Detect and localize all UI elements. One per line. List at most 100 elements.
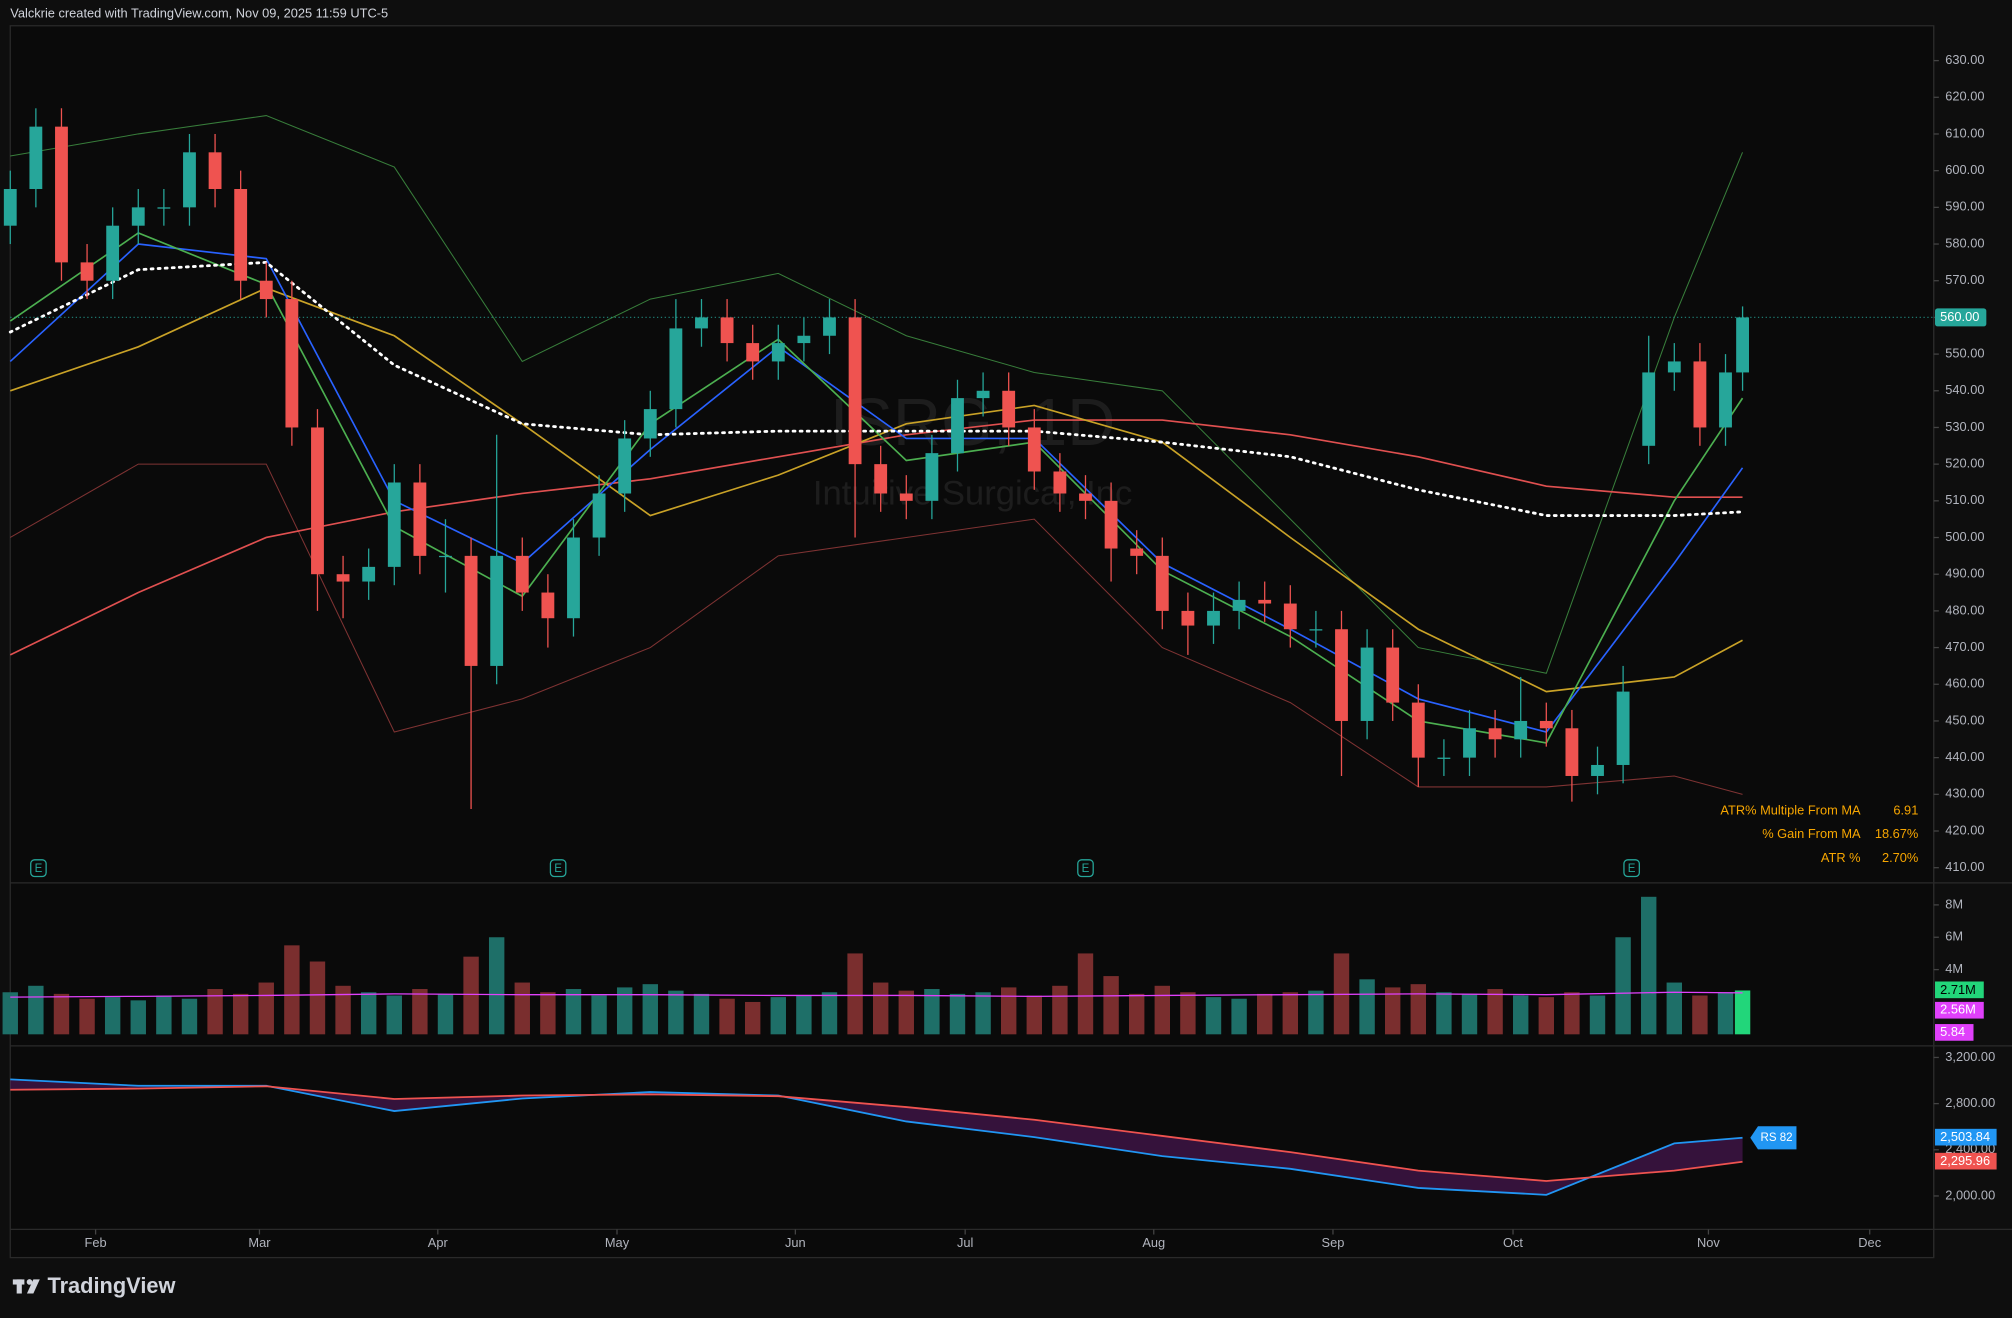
candle-body bbox=[1693, 361, 1707, 428]
y-tick-label: 620.00 bbox=[1945, 89, 1984, 104]
candle-body bbox=[951, 398, 964, 454]
x-tick-label: Nov bbox=[1697, 1235, 1720, 1250]
indicator-line bbox=[9, 243, 1744, 733]
y-tick-label: 440.00 bbox=[1945, 749, 1984, 764]
candle-body bbox=[183, 152, 196, 208]
last-price-label: 560.00 bbox=[1940, 309, 1979, 324]
stat-label: % Gain From MA bbox=[1762, 826, 1861, 841]
plot-area bbox=[9, 25, 1935, 1259]
earnings-marker bbox=[549, 859, 567, 878]
candle-body bbox=[1335, 629, 1348, 721]
volume-bar bbox=[975, 992, 991, 1035]
volume-bar bbox=[104, 997, 121, 1035]
volume-bar bbox=[1436, 992, 1452, 1035]
header: Valckrie created with TradingView.com, N… bbox=[10, 6, 388, 21]
candle-body bbox=[1565, 728, 1579, 776]
y-tick-label: 470.00 bbox=[1945, 639, 1984, 654]
x-tick-label: Sep bbox=[1322, 1235, 1345, 1250]
volume-bar bbox=[821, 992, 838, 1035]
volume-bar bbox=[642, 984, 658, 1035]
y-tick-label: 460.00 bbox=[1945, 676, 1984, 691]
candle-body bbox=[157, 207, 171, 209]
candle-body bbox=[259, 280, 273, 300]
volume-ma-label: 2.56M bbox=[1940, 1002, 1976, 1017]
volume-bar bbox=[488, 937, 505, 1035]
candle-body bbox=[1642, 372, 1656, 446]
rs-last-box bbox=[1935, 1128, 1997, 1146]
volume-bar bbox=[1180, 992, 1196, 1035]
volume-bar bbox=[514, 982, 530, 1035]
volume-bar bbox=[1385, 987, 1401, 1035]
x-tick-label: Feb bbox=[85, 1235, 107, 1250]
candle-body bbox=[1027, 427, 1041, 472]
rs-fill bbox=[10, 1079, 1743, 1195]
candle-body bbox=[515, 555, 529, 593]
earnings-label: E bbox=[1628, 863, 1636, 875]
y-tick-label: 6M bbox=[1945, 929, 1963, 944]
brand-logo bbox=[12, 1279, 40, 1294]
candle-body bbox=[1411, 702, 1425, 758]
volume-bar bbox=[1282, 992, 1298, 1035]
candle-body bbox=[1667, 361, 1681, 373]
volume-bar bbox=[1154, 985, 1170, 1035]
stat-value: 6.91 bbox=[1893, 802, 1918, 817]
y-tick-label: 510.00 bbox=[1945, 492, 1984, 507]
candle-body bbox=[1309, 629, 1323, 631]
volume-bar bbox=[1513, 995, 1529, 1035]
candle-body bbox=[464, 555, 478, 666]
x-tick-label: Aug bbox=[1142, 1235, 1165, 1250]
y-tick-label: 530.00 bbox=[1945, 419, 1984, 434]
volume-bar bbox=[1308, 990, 1324, 1035]
y-tick-label: 8M bbox=[1945, 896, 1963, 911]
y-tick-label: 500.00 bbox=[1945, 529, 1984, 544]
y-tick-label: 410.00 bbox=[1945, 859, 1984, 874]
volume-bar bbox=[591, 995, 607, 1035]
x-tick-label: Jun bbox=[785, 1235, 806, 1250]
candle-body bbox=[720, 317, 734, 344]
volume-bar bbox=[360, 992, 377, 1035]
volume-bar bbox=[258, 982, 274, 1035]
candle-body bbox=[106, 225, 120, 281]
y-tick-label: 580.00 bbox=[1945, 235, 1984, 250]
volume-bar bbox=[386, 995, 402, 1035]
volume-bar bbox=[1564, 992, 1580, 1035]
x-tick-label: Apr bbox=[428, 1235, 449, 1250]
volume-bar bbox=[1103, 976, 1119, 1035]
candle-body bbox=[131, 207, 145, 226]
volume-bar bbox=[719, 998, 735, 1035]
volume-bar bbox=[1641, 896, 1657, 1035]
candle-body bbox=[592, 493, 606, 538]
candle-body bbox=[823, 317, 836, 336]
stat-value: 18.67% bbox=[1875, 826, 1919, 841]
indicator-line bbox=[10, 115, 1744, 674]
candle-body bbox=[234, 189, 248, 281]
candle-body bbox=[567, 537, 580, 619]
stat-value: 2.70% bbox=[1882, 850, 1918, 865]
candle-body bbox=[1514, 720, 1528, 740]
x-tick-label: Dec bbox=[1858, 1235, 1881, 1250]
candle-body bbox=[899, 493, 913, 501]
rs-last-label: 2,503.84 bbox=[1940, 1129, 1990, 1144]
volume-bar bbox=[898, 990, 914, 1035]
candle-body bbox=[669, 328, 683, 410]
candle-body bbox=[1232, 599, 1246, 611]
volume-bar bbox=[207, 989, 223, 1035]
candle-body bbox=[336, 574, 350, 582]
volume-bar bbox=[1000, 987, 1017, 1035]
candle-body bbox=[695, 317, 708, 329]
candle-body bbox=[925, 453, 939, 501]
volume-bar bbox=[309, 961, 326, 1035]
candle-body bbox=[874, 464, 888, 494]
volume-last-label: 2.71M bbox=[1940, 982, 1976, 997]
candle-body bbox=[1719, 372, 1732, 428]
volume-bar bbox=[1615, 937, 1631, 1035]
candle-body bbox=[362, 566, 376, 582]
brand: TradingView bbox=[47, 1273, 175, 1298]
earnings-label: E bbox=[554, 863, 562, 875]
candle-body bbox=[1488, 728, 1502, 740]
candle-body bbox=[541, 592, 555, 619]
y-tick-label: 4M bbox=[1945, 961, 1963, 976]
candle-body bbox=[208, 152, 222, 190]
